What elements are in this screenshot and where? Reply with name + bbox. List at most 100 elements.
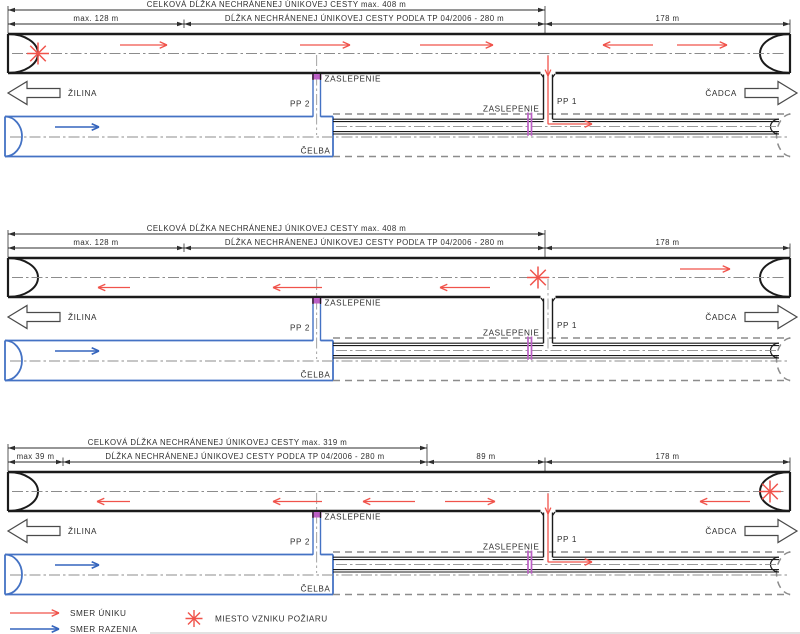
- dim-arrowhead: [427, 459, 434, 465]
- panel-scenario-fire-at-pp1: CELKOVÁ DĹŽKA NECHRÁNENEJ ÚNIKOVEJ CESTY…: [4, 224, 799, 382]
- escape-arrow: [120, 41, 168, 49]
- arrowhead: [719, 41, 728, 46]
- future-tube-portal-arc-dashed: [775, 551, 791, 596]
- dim-arrowhead: [63, 459, 70, 465]
- pp1-wall-flare: [552, 73, 556, 78]
- escape-arrow: [300, 41, 351, 49]
- fire-origin-icon: [27, 42, 49, 65]
- zilina-direction-arrow: [6, 518, 61, 544]
- face-label: ČELBA: [301, 146, 331, 156]
- arrowhead: [91, 126, 100, 131]
- escape-descent-path: [544, 55, 593, 128]
- excavation-direction-arrow: [55, 347, 100, 355]
- arrowhead: [485, 41, 494, 46]
- dim-arrowhead: [545, 21, 552, 27]
- dim-arrowhead: [177, 21, 184, 27]
- escape-arrow: [97, 283, 130, 292]
- zilina-label: ŽILINA: [68, 88, 97, 98]
- face-label: ČELBA: [301, 584, 331, 594]
- arrowhead: [342, 44, 351, 49]
- cadca-direction-arrow: [744, 80, 799, 106]
- arrowhead: [362, 497, 371, 503]
- arrowhead: [342, 41, 351, 46]
- escape-arrow: [362, 497, 415, 506]
- escape-arrow: [272, 283, 322, 292]
- zilina-direction-arrow: [6, 80, 61, 106]
- dim-arrowhead: [538, 459, 545, 465]
- excavation-direction-arrow: [55, 561, 100, 569]
- excavation-direction-arrow: [55, 123, 100, 131]
- arrowhead: [439, 283, 448, 289]
- dim-arrowhead: [8, 7, 15, 13]
- arrowhead: [699, 500, 708, 506]
- cadca-label: ČADCA: [705, 526, 737, 536]
- arrowhead: [91, 564, 100, 569]
- cadca-label: ČADCA: [705, 312, 737, 322]
- pp1-wall-flare: [552, 511, 556, 516]
- escape-arrow: [439, 283, 490, 292]
- pp2-blind-marker: [312, 512, 322, 518]
- dim-total-label: CELKOVÁ DĹŽKA NECHRÁNENEJ ÚNIKOVEJ CESTY…: [88, 438, 347, 447]
- arrowhead: [722, 268, 731, 273]
- arrowhead: [96, 500, 105, 506]
- escape-arrow: [272, 497, 322, 506]
- pp2-blind-marker: [312, 298, 322, 304]
- arrowhead: [602, 44, 611, 49]
- dim-segment-label: max. 128 m: [73, 14, 118, 23]
- arrowhead: [91, 350, 100, 355]
- south-tube-west-portal-arc: [4, 339, 23, 382]
- dim-arrowhead: [538, 231, 545, 237]
- arrowhead: [487, 500, 496, 506]
- legend-excavation-arrow: [10, 625, 60, 633]
- legend-fire-label: MIESTO VZNIKU POŽIARU: [215, 614, 328, 624]
- escape-arrow: [699, 497, 750, 506]
- pp2-blind-marker: [312, 74, 322, 80]
- arrowhead: [91, 561, 100, 566]
- pp1-wall-flare: [540, 297, 544, 302]
- escape-arrow: [96, 497, 130, 506]
- arrowhead: [362, 500, 371, 506]
- arrowhead: [272, 497, 281, 503]
- dim-arrowhead: [783, 21, 790, 27]
- dim-segment-label: DĹŽKA NECHRÁNENEJ ÚNIKOVEJ CESTY PODĽA T…: [105, 452, 384, 461]
- arrowhead: [439, 286, 448, 292]
- dim-arrowhead: [8, 245, 15, 251]
- dim-arrowhead: [8, 21, 15, 27]
- dim-segment-label: 89 m: [476, 452, 495, 461]
- fire-ray: [529, 269, 547, 286]
- arrowhead: [51, 609, 60, 614]
- legend-escape-arrow: [10, 609, 60, 617]
- arrowhead: [91, 123, 100, 128]
- escape-descent-head: [544, 507, 549, 515]
- pp1-label: PP 1: [557, 321, 577, 330]
- escape-arrow: [602, 41, 653, 49]
- dim-segment-label: 178 m: [656, 14, 680, 23]
- arrowhead: [51, 612, 60, 617]
- fire-origin-icon: [759, 480, 781, 503]
- south-tube-west-portal-arc: [4, 553, 23, 596]
- pp2-blind-label: ZASLEPENIE: [325, 513, 382, 522]
- arrowhead: [272, 286, 281, 292]
- dim-arrowhead: [8, 459, 15, 465]
- future-tube-portal-arc-dashed: [775, 337, 791, 382]
- dim-segment-label: 178 m: [656, 238, 680, 247]
- arrowhead: [722, 265, 731, 270]
- arrowhead: [159, 44, 168, 49]
- zilina-label: ŽILINA: [68, 526, 97, 536]
- cadca-direction-arrow: [744, 304, 799, 330]
- arrowhead: [699, 497, 708, 503]
- zilina-label: ŽILINA: [68, 312, 97, 322]
- pp1-label: PP 1: [557, 535, 577, 544]
- legend: SMER ÚNIKU SMER RAZENIA MIESTO VZNIKU POŽI…: [10, 608, 328, 634]
- escape-arrow: [680, 265, 731, 273]
- cadca-label: ČADCA: [705, 88, 737, 98]
- arrowhead: [485, 44, 494, 49]
- dim-arrowhead: [8, 231, 15, 237]
- pp2-label: PP 2: [290, 324, 310, 333]
- escape-descent-head: [544, 69, 549, 77]
- arrowhead: [97, 286, 106, 292]
- dim-total-label: CELKOVÁ DĹŽKA NECHRÁNENEJ ÚNIKOVEJ CESTY…: [147, 224, 406, 233]
- face-label: ČELBA: [301, 370, 331, 380]
- arrowhead: [272, 283, 281, 289]
- arrowhead: [91, 347, 100, 352]
